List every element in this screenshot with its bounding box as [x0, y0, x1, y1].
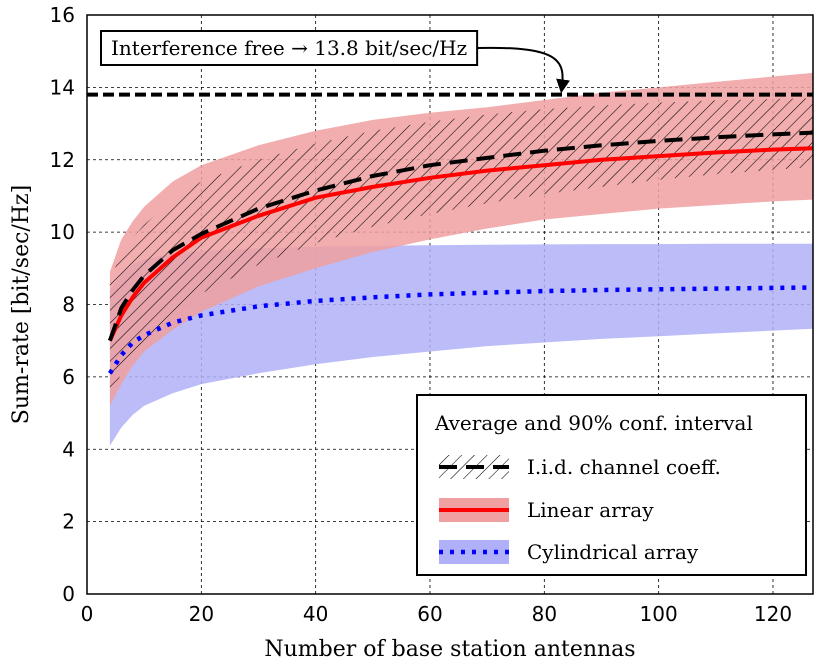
y-tick-label: 8: [62, 293, 75, 317]
line-i-i-d-channel-coeff-: [108, 130, 813, 342]
y-tick-label: 16: [50, 3, 75, 27]
legend-title: Average and 90% conf. interval: [434, 411, 753, 435]
annotation-arrow: [477, 46, 570, 94]
band-cylindrical-array: [109, 243, 813, 446]
annotation-text: Interference free → 13.8 bit/sec/Hz: [111, 36, 467, 60]
legend-entries: I.i.d. channel coeff. Linear array Cylindr…: [439, 455, 721, 564]
y-tick-label: 10: [50, 220, 75, 244]
x-axis-label: Number of base station antennas: [264, 637, 635, 662]
plot-frame: [86, 14, 814, 595]
line-cylindrical-array: [107, 285, 813, 375]
x-tick-label: 0: [81, 602, 94, 626]
y-tick-label: 4: [62, 437, 75, 461]
y-tick-label: 2: [62, 510, 75, 534]
x-tick-label: 60: [417, 602, 442, 626]
y-tick-label: 14: [50, 75, 75, 99]
legend-entry-label: I.i.d. channel coeff.: [527, 455, 721, 479]
legend: Average and 90% conf. interval I.i.d. ch…: [416, 394, 807, 576]
y-axis-label: Sum-rate [bit/sec/Hz]: [9, 185, 34, 424]
series-lines: [107, 130, 813, 375]
legend-entry-label: Linear array: [527, 498, 654, 522]
x-tick-label: 100: [640, 602, 678, 626]
axis-ticks: 0 20 40 60 80 100 120 0 2 4 6 8 10 12 14 16: [50, 3, 793, 626]
x-tick-label: 80: [532, 602, 557, 626]
line-linear-array: [108, 146, 813, 342]
y-tick-label: 12: [50, 148, 75, 172]
confidence-bands: [109, 72, 813, 446]
legend-entry-label: Cylindrical array: [527, 540, 699, 564]
x-tick-label: 120: [754, 602, 792, 626]
y-tick-label: 6: [62, 365, 75, 389]
annotation-box: [100, 30, 479, 66]
x-tick-label: 40: [303, 602, 328, 626]
annotation: Interference free → 13.8 bit/sec/Hz: [100, 30, 570, 94]
x-tick-label: 20: [189, 602, 214, 626]
band-iid: [109, 98, 813, 399]
y-tick-label: 0: [62, 582, 75, 606]
